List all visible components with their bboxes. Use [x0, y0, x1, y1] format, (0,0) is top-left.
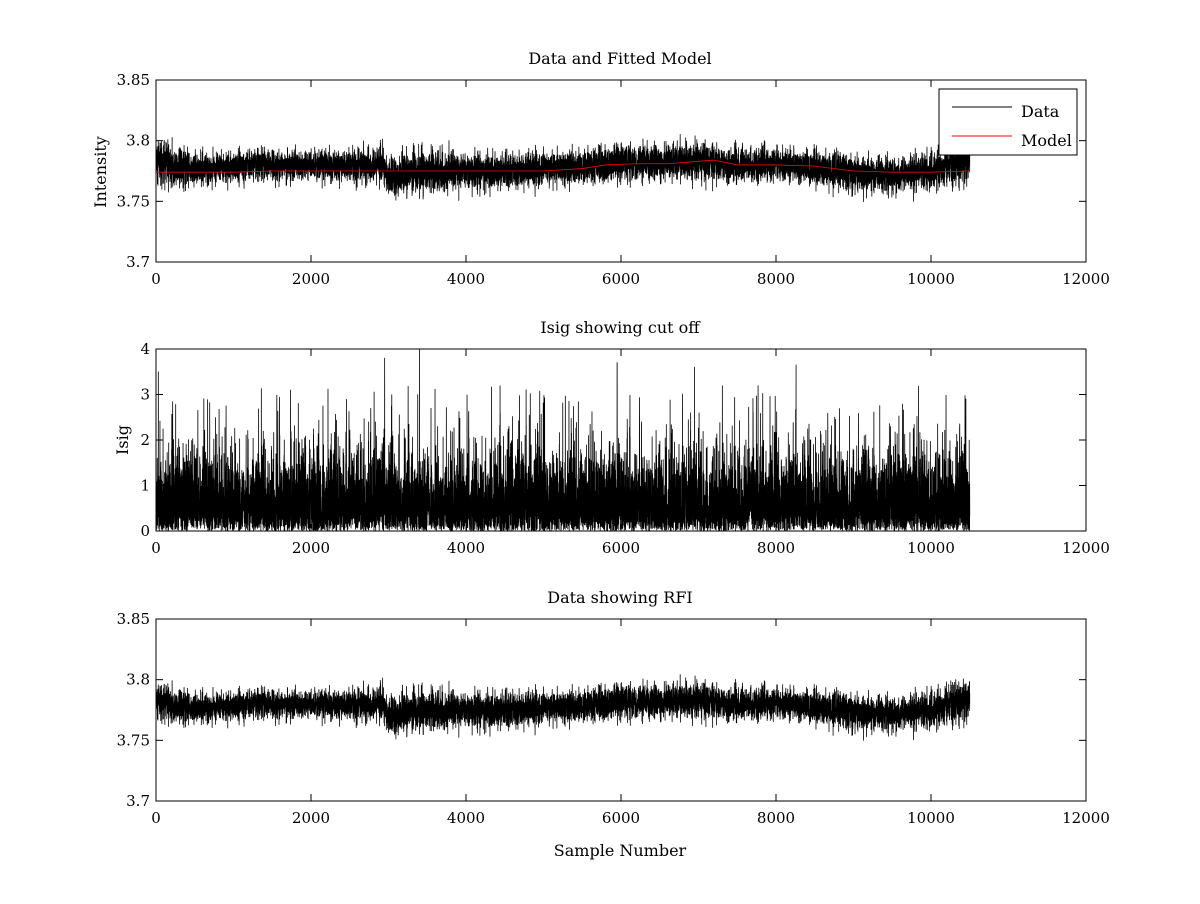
y-tick-label: 3.75 — [117, 731, 150, 749]
x-tick-label: 4000 — [447, 809, 485, 827]
x-tick-label: 2000 — [292, 809, 330, 827]
y-axis-label: Intensity — [91, 136, 110, 208]
x-tick-label: 12000 — [1062, 270, 1110, 288]
y-tick-label: 3.85 — [117, 71, 150, 89]
x-tick-label: 2000 — [292, 270, 330, 288]
x-axis-label: Sample Number — [554, 841, 687, 860]
subplot-title: Data showing RFI — [547, 588, 692, 607]
y-tick-label: 3 — [140, 386, 150, 404]
x-tick-label: 10000 — [907, 809, 955, 827]
y-tick-label: 3.8 — [126, 132, 150, 150]
x-tick-label: 8000 — [757, 539, 795, 557]
y-tick-label: 3.8 — [126, 671, 150, 689]
x-tick-label: 12000 — [1062, 809, 1110, 827]
series-line-data — [156, 674, 971, 741]
x-tick-label: 2000 — [292, 539, 330, 557]
x-tick-label: 8000 — [757, 809, 795, 827]
x-tick-label: 4000 — [447, 539, 485, 557]
y-tick-label: 3.75 — [117, 192, 150, 210]
y-tick-label: 1 — [140, 477, 150, 495]
legend: Data Model — [938, 88, 1078, 156]
x-tick-label: 0 — [151, 270, 161, 288]
legend-label-data: Data — [1021, 102, 1060, 121]
x-tick-label: 6000 — [602, 539, 640, 557]
x-tick-label: 0 — [151, 539, 161, 557]
x-tick-label: 0 — [151, 809, 161, 827]
subplot-title: Data and Fitted Model — [528, 49, 711, 68]
y-tick-label: 0 — [140, 522, 150, 540]
x-tick-label: 6000 — [602, 270, 640, 288]
y-tick-label: 2 — [140, 431, 150, 449]
y-axis-label: Isig — [113, 425, 132, 455]
y-tick-label: 3.7 — [126, 253, 150, 271]
x-tick-label: 12000 — [1062, 539, 1110, 557]
subplot-data-and-fitted-model: Data and Fitted Model Intensity 0 2000 400… — [91, 49, 1110, 288]
x-tick-label: 6000 — [602, 809, 640, 827]
subplot-title: Isig showing cut off — [540, 318, 701, 337]
subplot-data-showing-rfi: Data showing RFI 0 2000 4000 6000 8000 10000 1… — [117, 588, 1110, 860]
y-tick-label: 4 — [140, 340, 150, 358]
y-tick-label: 3.7 — [126, 792, 150, 810]
legend-box — [938, 88, 1078, 156]
series-line-model — [156, 159, 970, 173]
x-tick-label: 10000 — [907, 539, 955, 557]
x-tick-label: 10000 — [907, 270, 955, 288]
legend-label-model: Model — [1021, 131, 1072, 150]
series-line-isig — [156, 349, 971, 531]
x-tick-label: 4000 — [447, 270, 485, 288]
series-line-data — [156, 133, 971, 203]
subplot-isig-cut-off: Isig showing cut off Isig 0 2000 4000 6000 8… — [113, 318, 1110, 557]
x-tick-label: 8000 — [757, 270, 795, 288]
y-tick-label: 3.85 — [117, 610, 150, 628]
